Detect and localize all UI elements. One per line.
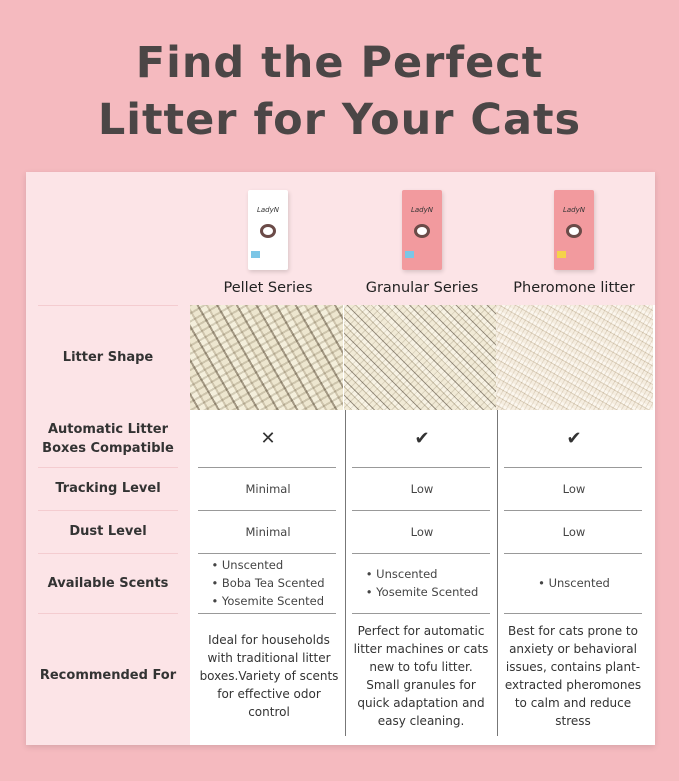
scent-item: Unscented [366, 565, 479, 583]
tracking-level: Low [410, 481, 434, 496]
recommended-text: Perfect for automatic litter machines or… [353, 623, 489, 728]
cross-icon: ✕ [260, 427, 276, 449]
dust-level: Low [410, 524, 434, 539]
label-compatible: Automatic Litter Boxes Compatible [42, 421, 174, 456]
product-package-image: LadyN [402, 190, 442, 270]
cat-logo-icon [414, 224, 430, 238]
label-column [26, 172, 190, 745]
scent-item: Unscented [211, 556, 324, 574]
litter-shape-image [496, 305, 653, 410]
tracking-level: Minimal [245, 481, 291, 496]
recommended-text: Ideal for households with traditional li… [199, 632, 339, 719]
label-tag [557, 251, 566, 258]
label-scents: Available Scents [47, 575, 169, 591]
cat-logo-icon [260, 224, 276, 238]
label-tag [405, 251, 414, 258]
product-header: LadyN Pellet Series [192, 172, 344, 305]
comparison-table: Litter Shape Automatic Litter Boxes Comp… [26, 172, 655, 745]
scents-list: UnscentedBoba Tea ScentedYosemite Scente… [192, 553, 344, 613]
brand-logo: LadyN [410, 206, 433, 214]
page-title-line2: Litter for Your Cats [97, 95, 582, 145]
column-divider [345, 410, 346, 736]
column-divider [497, 410, 498, 736]
dust-level: Minimal [245, 524, 291, 539]
check-icon: ✔ [414, 427, 430, 449]
product-header: LadyN Pheromone litter [498, 172, 650, 305]
litter-shape-image [190, 305, 343, 410]
label-tag [251, 251, 260, 258]
scents-list: Unscented [498, 553, 650, 613]
cat-logo-icon [566, 224, 582, 238]
label-litter-shape: Litter Shape [62, 350, 154, 365]
litter-shape-image [344, 305, 497, 410]
brand-logo: LadyN [256, 206, 279, 214]
tracking-level: Low [562, 481, 586, 496]
product-name: Pellet Series [223, 280, 313, 296]
label-tracking: Tracking Level [55, 481, 161, 496]
check-icon: ✔ [566, 427, 582, 449]
label-dust: Dust Level [69, 524, 147, 539]
scent-item: Yosemite Scented [211, 592, 324, 610]
scents-list: UnscentedYosemite Scented [346, 553, 498, 613]
dust-level: Low [562, 524, 586, 539]
scent-item: Unscented [538, 574, 610, 592]
recommended-text: Best for cats prone to anxiety or behavi… [504, 623, 642, 728]
product-name: Granular Series [365, 280, 479, 296]
scent-item: Boba Tea Scented [211, 574, 325, 592]
product-header: LadyN Granular Series [346, 172, 498, 305]
brand-logo: LadyN [562, 206, 585, 214]
scent-item: Yosemite Scented [366, 583, 478, 601]
product-package-image: LadyN [248, 190, 288, 270]
page-title-line1: Find the Perfect [135, 38, 544, 88]
product-name: Pheromone litter [513, 280, 635, 296]
label-recommended: Recommended For [39, 668, 177, 683]
product-package-image: LadyN [554, 190, 594, 270]
